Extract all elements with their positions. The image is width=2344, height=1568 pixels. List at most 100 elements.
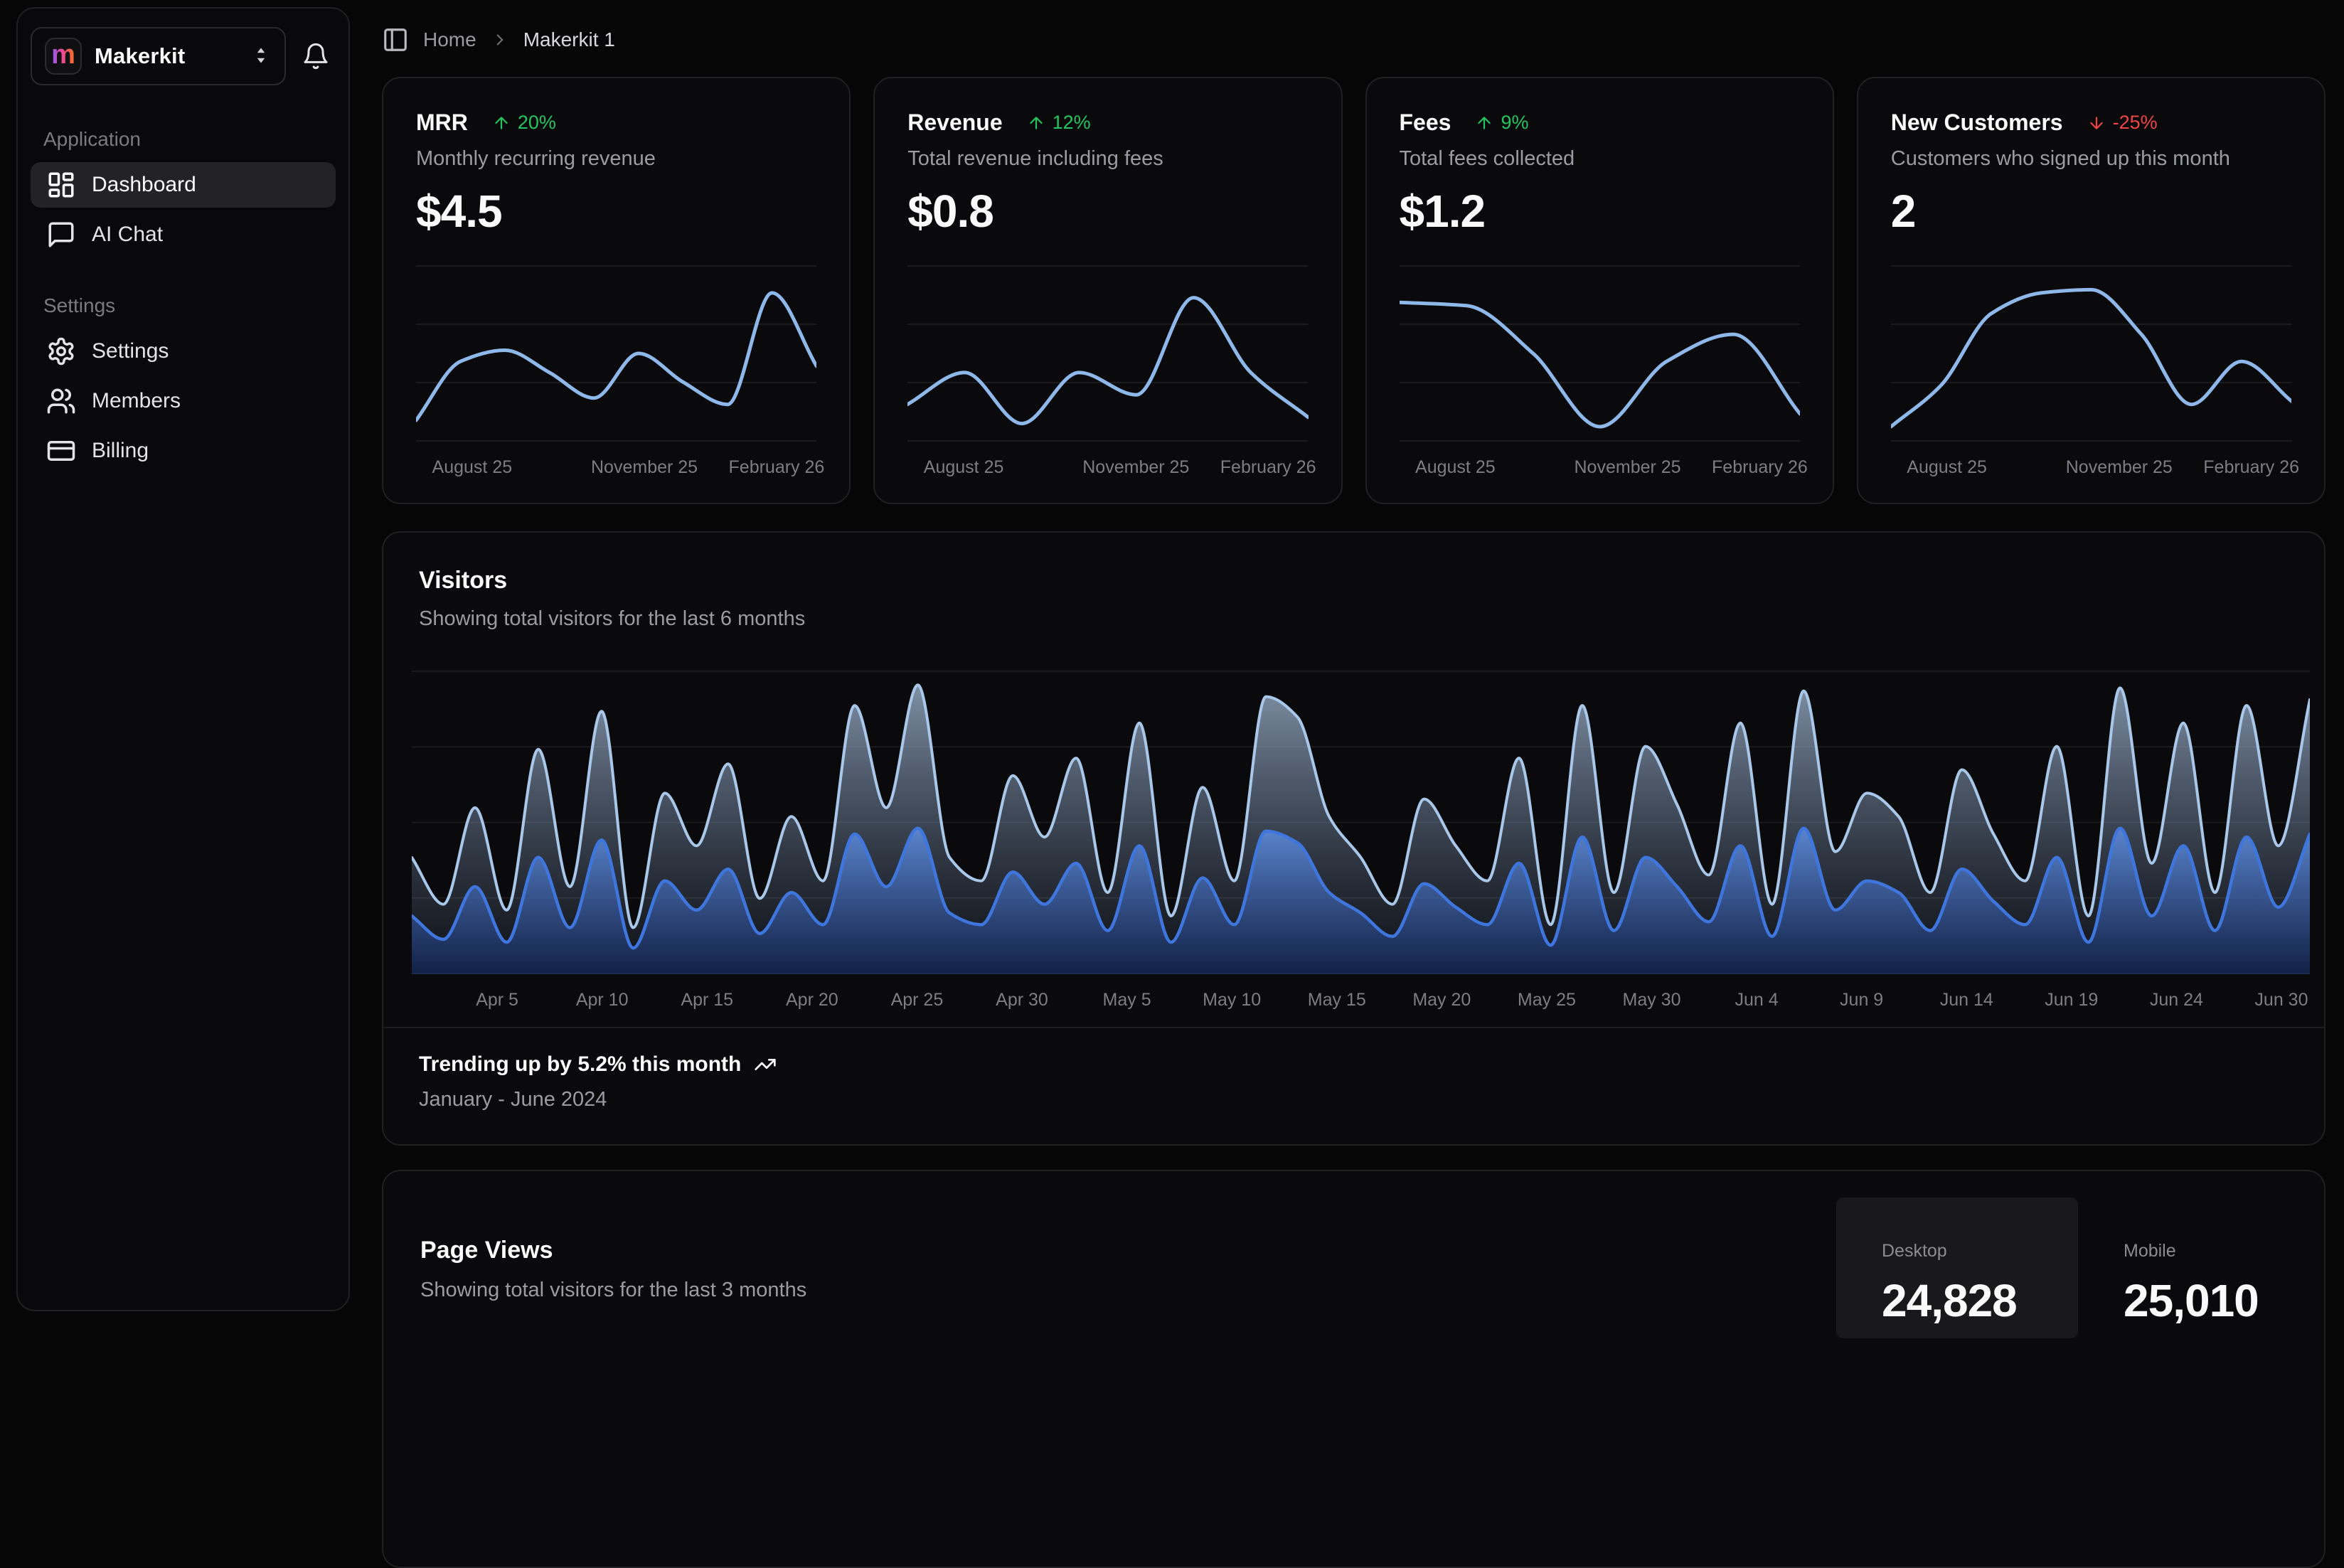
- users-icon: [46, 386, 76, 416]
- x-tick-label: May 5: [1102, 990, 1151, 1010]
- sidebar-toggle-button[interactable]: [382, 26, 409, 53]
- dashboard-page: { "colors": { "green": "#22c55e", "red":…: [16, 7, 2326, 1568]
- x-tick-label: Apr 25: [890, 990, 944, 1010]
- toggle-desktop-button[interactable]: Desktop 24,828: [1836, 1198, 2078, 1338]
- stat-change-value: 12%: [1052, 112, 1091, 133]
- stat-change-badge: 20%: [492, 112, 556, 134]
- x-tick-label: August 25: [432, 457, 513, 477]
- arrow-up-icon: [1475, 114, 1493, 132]
- x-tick-label: Apr 20: [786, 990, 838, 1010]
- stat-description: Monthly recurring revenue: [416, 147, 656, 170]
- sidebar-section-application: Application: [43, 128, 141, 150]
- logo-letter: m: [51, 40, 75, 70]
- visitors-header: Visitors Showing total visitors for the …: [383, 567, 2324, 631]
- sidebar-item-ai-chat[interactable]: AI Chat: [31, 212, 336, 257]
- stat-title: New Customers: [1890, 110, 2063, 135]
- workspace-switcher-button[interactable]: m Makerkit: [31, 27, 286, 85]
- sidebar-item-label: AI Chat: [92, 223, 164, 246]
- x-tick-label: Apr 5: [476, 990, 518, 1010]
- x-tick-label: Jun 14: [1939, 990, 1993, 1010]
- x-tick-label: August 25: [923, 457, 1004, 477]
- stats-grid: MRR 20% Monthly recurring revenue $4.5 A…: [382, 77, 2326, 504]
- sidebar-item-settings[interactable]: Settings: [31, 329, 336, 374]
- stat-value: $0.8: [907, 186, 994, 237]
- x-tick-label: May 20: [1412, 990, 1471, 1010]
- x-tick-label: August 25: [1415, 457, 1496, 477]
- stat-description: Customers who signed up this month: [1890, 147, 2230, 170]
- x-tick-label: Apr 30: [996, 990, 1048, 1010]
- sparkline-x-axis: August 25 November 25 February 26: [1400, 450, 1808, 481]
- x-tick-label: May 10: [1203, 990, 1262, 1010]
- makerkit-logo: m: [45, 38, 82, 75]
- divider: [383, 1027, 2324, 1028]
- toggle-value: 24,828: [1882, 1274, 2018, 1326]
- visitors-x-axis: Apr 5 Apr 10 Apr 15 Apr 20 Apr 25 Apr 30 May 5…: [412, 981, 2310, 1018]
- stat-card-mrr: MRR 20% Monthly recurring revenue $4.5 A…: [382, 77, 851, 504]
- visitors-area-chart[interactable]: [412, 671, 2310, 974]
- stat-card-header: Fees 9%: [1400, 110, 1800, 136]
- stat-change-value: -25%: [2112, 112, 2158, 133]
- workspace-name: Makerkit: [95, 43, 186, 68]
- stat-change-badge: 12%: [1027, 112, 1091, 134]
- sparkline-x-axis: August 25 November 25 February 26: [1891, 450, 2299, 481]
- page-views-subtitle: Showing total visitors for the last 3 mo…: [420, 1279, 807, 1301]
- stat-change-value: 20%: [517, 112, 556, 133]
- bell-icon: [302, 42, 330, 70]
- page-views-series-toggles: Desktop 24,828 Mobile 25,010: [1836, 1198, 2320, 1338]
- stat-card-header: New Customers -25%: [1891, 110, 2291, 136]
- x-tick-label: Apr 10: [575, 990, 629, 1010]
- visitors-chart-wrap: [412, 671, 2310, 974]
- trending-up-icon: [754, 1053, 777, 1076]
- stat-card-fees: Fees 9% Total fees collected $1.2 August…: [1365, 77, 1834, 504]
- arrow-up-icon: [492, 114, 511, 132]
- page-views-title: Page Views: [420, 1237, 553, 1264]
- layout-dashboard-icon: [46, 170, 76, 200]
- stat-change-badge: -25%: [2087, 112, 2158, 134]
- gear-icon: [46, 336, 76, 366]
- stat-card-header: MRR 20%: [416, 110, 816, 136]
- sparkline-wrap: August 25 November 25 February 26: [416, 265, 825, 481]
- sparkline-wrap: August 25 November 25 February 26: [907, 265, 1316, 481]
- x-tick-label: Jun 19: [2045, 990, 2099, 1010]
- panel-left-icon: [382, 26, 409, 53]
- sidebar-item-members[interactable]: Members: [31, 378, 336, 424]
- sidebar-item-label: Dashboard: [92, 173, 196, 196]
- x-tick-label: February 26: [728, 457, 825, 477]
- sidebar: m Makerkit Application Dashboard AI Chat…: [16, 7, 350, 1311]
- visitors-title: Visitors: [419, 567, 508, 594]
- page-views-card: Page Views Showing total visitors for th…: [382, 1170, 2326, 1568]
- visitors-trend-text: Trending up by 5.2% this month: [419, 1052, 742, 1076]
- x-tick-label: May 15: [1307, 990, 1366, 1010]
- x-tick-label: May 30: [1622, 990, 1681, 1010]
- revenue-sparkline-chart: [907, 265, 1309, 442]
- visitors-subtitle: Showing total visitors for the last 6 mo…: [419, 607, 806, 630]
- x-tick-label: August 25: [1907, 457, 1987, 477]
- stat-card-header: Revenue 12%: [907, 110, 1308, 136]
- x-tick-label: Apr 15: [681, 990, 734, 1010]
- x-tick-label: Jun 30: [2254, 990, 2308, 1010]
- x-tick-label: November 25: [1574, 457, 1681, 477]
- notifications-button[interactable]: [296, 36, 336, 76]
- chevrons-up-down-icon: [250, 45, 272, 68]
- stat-value: 2: [1890, 186, 1917, 237]
- breadcrumb-home-link[interactable]: Home: [423, 28, 476, 50]
- sparkline-x-axis: August 25 November 25 February 26: [416, 450, 825, 481]
- stat-description: Total fees collected: [1399, 147, 1575, 170]
- stat-title: Fees: [1399, 110, 1451, 135]
- toggle-mobile-button[interactable]: Mobile 25,010: [2078, 1198, 2320, 1338]
- sparkline-x-axis: August 25 November 25 February 26: [907, 450, 1316, 481]
- x-tick-label: February 26: [2203, 457, 2300, 477]
- stat-change-badge: 9%: [1475, 112, 1528, 134]
- sidebar-item-billing[interactable]: Billing: [31, 428, 336, 474]
- sidebar-section-settings: Settings: [43, 294, 116, 316]
- visitors-footer: Trending up by 5.2% this month January -…: [383, 1028, 2324, 1144]
- sidebar-item-label: Members: [92, 389, 181, 412]
- x-tick-label: November 25: [2065, 457, 2173, 477]
- sidebar-item-dashboard[interactable]: Dashboard: [31, 162, 336, 208]
- toggle-label: Mobile: [2124, 1240, 2176, 1261]
- main-content: Home Makerkit 1 MRR 20% Monthly recurrin…: [382, 0, 2326, 1568]
- x-tick-label: Jun 9: [1840, 990, 1884, 1010]
- x-tick-label: Jun 24: [2149, 990, 2203, 1010]
- visitors-date-range: January - June 2024: [419, 1088, 607, 1111]
- x-tick-label: February 26: [1712, 457, 1808, 477]
